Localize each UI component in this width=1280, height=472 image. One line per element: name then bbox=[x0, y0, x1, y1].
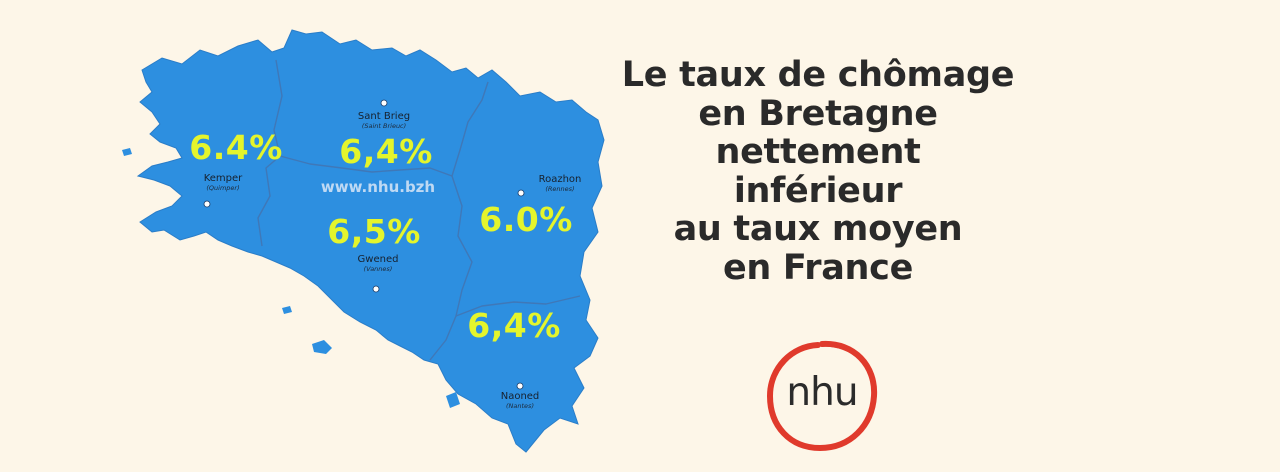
city-dot-nantes bbox=[516, 382, 524, 390]
city-label-vannes: Gwened (Vannes) bbox=[358, 254, 399, 274]
bretagne-landmass bbox=[136, 29, 605, 453]
city-french-name: (Vannes) bbox=[363, 265, 393, 273]
city-breton-name: Naoned bbox=[500, 391, 540, 402]
logo-text: nhu bbox=[786, 370, 858, 415]
rate-cotes-d-armor: 6,4% bbox=[339, 132, 433, 171]
city-dot-quimper bbox=[203, 200, 211, 208]
city-dot-vannes bbox=[372, 285, 380, 293]
headline-line: inférieur bbox=[733, 170, 903, 211]
city-label-saint-brieuc: Sant Brieg (Saint Brieuc) bbox=[358, 111, 410, 131]
headline-line: en France bbox=[722, 247, 914, 288]
city-breton-name: Sant Brieg bbox=[357, 111, 411, 122]
city-breton-name: Kemper bbox=[203, 173, 243, 184]
map-shapes bbox=[122, 29, 605, 453]
island-ouessant bbox=[122, 148, 132, 156]
city-french-name: (Rennes) bbox=[545, 185, 575, 193]
headline-line: nettement bbox=[715, 132, 921, 172]
rate-finistere: 6.4% bbox=[189, 128, 283, 167]
department-borders bbox=[257, 59, 581, 361]
island-groix bbox=[282, 306, 292, 314]
city-dots bbox=[203, 99, 525, 390]
headline-line: au taux moyen bbox=[673, 209, 963, 249]
logo-ring-icon bbox=[766, 340, 878, 452]
city-breton-name: Roazhon bbox=[538, 174, 582, 185]
city-breton-name: Gwened bbox=[357, 254, 399, 265]
city-label-quimper: Kemper (Quimper) bbox=[204, 173, 243, 193]
map-watermark: www.nhu.bzh bbox=[320, 178, 436, 196]
island-belle-ile bbox=[312, 340, 332, 354]
rate-morbihan: 6,5% bbox=[327, 212, 421, 251]
headline: Le taux de chômage en Bretagne nettement… bbox=[588, 56, 1048, 287]
city-label-nantes: Naoned (Nantes) bbox=[501, 391, 540, 411]
rate-ille-et-vilaine: 6.0% bbox=[479, 200, 573, 239]
city-label-rennes: Roazhon (Rennes) bbox=[539, 174, 582, 194]
bretagne-map: www.nhu.bzh 6.4% 6,4% 6,5% 6.0% 6,4% San… bbox=[122, 29, 605, 453]
city-french-name: (Nantes) bbox=[506, 402, 534, 410]
headline-line: Le taux de chômage bbox=[621, 55, 1015, 95]
island-noirmoutier bbox=[446, 392, 460, 408]
nhu-logo: nhu bbox=[762, 336, 882, 456]
city-french-name: (Saint Brieuc) bbox=[361, 122, 407, 130]
city-dot-rennes bbox=[517, 189, 525, 197]
city-dot-saint-brieuc bbox=[380, 99, 388, 107]
city-french-name: (Quimper) bbox=[206, 184, 240, 192]
headline-line: en Bretagne bbox=[698, 93, 938, 134]
rate-loire-atlantique: 6,4% bbox=[467, 306, 561, 345]
